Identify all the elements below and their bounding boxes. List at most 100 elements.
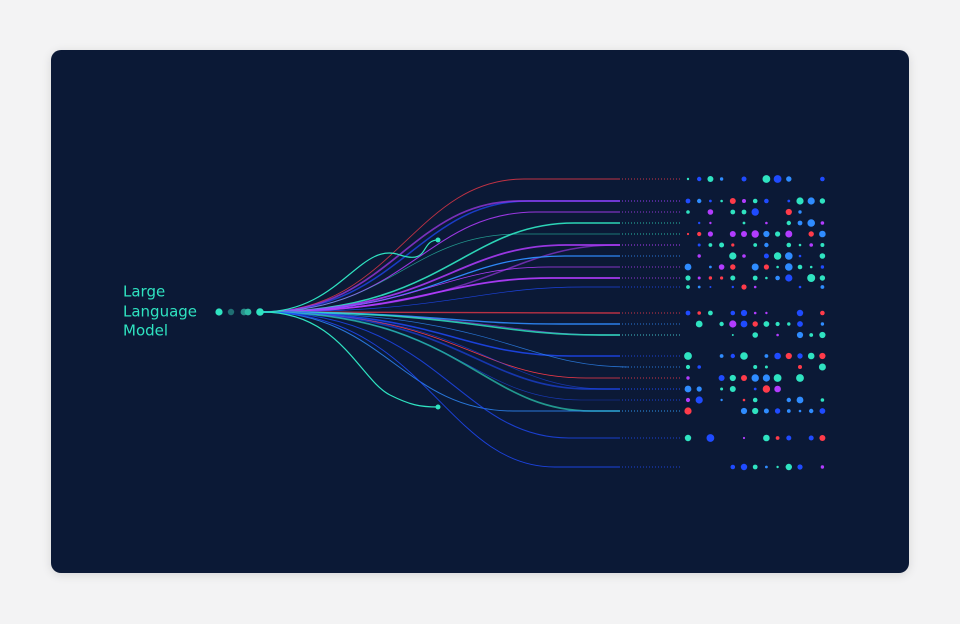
dot: [730, 464, 736, 470]
dot: [709, 221, 712, 225]
dot: [785, 352, 792, 360]
dot: [720, 387, 724, 391]
dot: [763, 253, 769, 259]
dot: [753, 243, 758, 247]
dot: [685, 198, 691, 204]
curve: [261, 311, 620, 390]
title-line: Large: [123, 283, 165, 301]
dot: [742, 199, 746, 203]
curve: [261, 311, 439, 408]
dot: [773, 374, 782, 382]
dot: [697, 231, 702, 237]
dot: [686, 210, 690, 214]
curve: [261, 311, 620, 379]
dot: [765, 311, 768, 315]
dot: [751, 263, 759, 271]
dot: [808, 435, 814, 441]
dot: [797, 220, 803, 226]
dot: [752, 397, 758, 403]
title-line: Language: [123, 303, 197, 321]
dot: [819, 198, 826, 204]
dot: [797, 321, 803, 327]
dot: [684, 263, 692, 271]
dot: [742, 436, 746, 440]
dot: [785, 252, 793, 260]
dot: [697, 365, 701, 369]
dot: [742, 254, 746, 258]
dot: [787, 199, 791, 203]
dot: [809, 243, 813, 247]
dot: [764, 198, 769, 204]
dot: [698, 221, 701, 225]
dot: [707, 209, 714, 215]
dot: [686, 376, 690, 380]
dot: [775, 275, 780, 281]
dot: [787, 322, 791, 326]
dot: [798, 409, 802, 413]
dot: [763, 264, 770, 270]
dot: [741, 375, 747, 381]
dot: [718, 264, 725, 270]
dot: [685, 397, 691, 403]
dot: [798, 210, 802, 214]
dot: [786, 220, 791, 226]
dot: [797, 464, 803, 470]
dot: [797, 353, 803, 359]
dot: [807, 274, 816, 282]
dot: [819, 275, 826, 281]
dot: [774, 352, 781, 360]
dot: [796, 374, 804, 382]
dot: [686, 285, 690, 289]
dot: [742, 221, 746, 225]
dot: [731, 243, 735, 247]
dot: [685, 275, 691, 281]
curve: [261, 311, 620, 412]
dot: [730, 310, 736, 316]
dot: [720, 398, 723, 402]
origin-dot: [244, 308, 252, 316]
dot: [741, 231, 747, 237]
dot: [818, 363, 826, 371]
dot: [765, 276, 768, 280]
dot: [729, 386, 736, 392]
dot: [820, 310, 825, 316]
dot: [709, 286, 712, 288]
dot: [776, 465, 779, 469]
dot: [709, 265, 712, 269]
dot: [706, 434, 715, 442]
dot: [720, 199, 723, 203]
curve: [261, 311, 620, 468]
dot: [751, 208, 759, 216]
dot: [820, 465, 825, 469]
dot: [785, 263, 793, 271]
dot: [774, 385, 781, 393]
dot: [775, 231, 781, 237]
dot: [798, 365, 802, 369]
dot: [697, 285, 701, 289]
dot: [695, 320, 703, 328]
dot: [797, 264, 803, 270]
dot: [764, 354, 769, 358]
dot: [753, 311, 757, 315]
dot: [820, 285, 825, 289]
dot: [796, 197, 804, 205]
dot: [708, 243, 713, 247]
dot: [785, 463, 792, 471]
dot: [785, 208, 792, 216]
dot: [685, 310, 691, 316]
dot: [718, 375, 725, 381]
dot: [796, 309, 804, 317]
curve: [261, 311, 620, 314]
branch-end: [435, 237, 441, 243]
dot: [819, 253, 826, 259]
curve: [261, 311, 629, 368]
curve: [261, 311, 620, 336]
dot: [785, 274, 793, 282]
dot: [807, 352, 815, 360]
dot: [820, 221, 825, 225]
curve: [261, 233, 620, 313]
dot: [786, 435, 792, 441]
dot: [820, 398, 825, 402]
